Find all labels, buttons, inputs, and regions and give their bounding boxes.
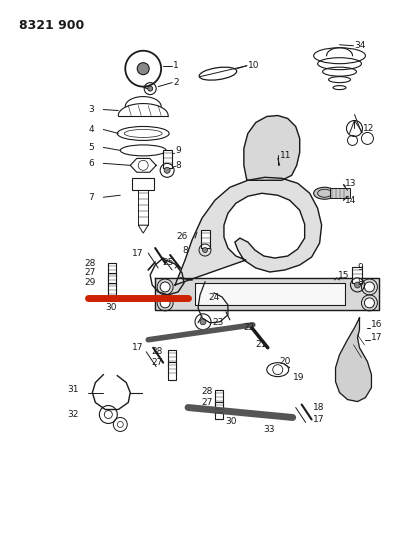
FancyBboxPatch shape	[138, 190, 148, 225]
Text: 32: 32	[67, 410, 78, 419]
Text: 8321 900: 8321 900	[18, 19, 84, 32]
FancyBboxPatch shape	[352, 267, 362, 283]
Text: 30: 30	[105, 303, 117, 312]
FancyBboxPatch shape	[132, 179, 154, 190]
Text: 14: 14	[344, 196, 355, 205]
Text: 31: 31	[67, 385, 78, 394]
Text: 17: 17	[371, 333, 382, 342]
Text: 17: 17	[312, 415, 324, 424]
Text: 16: 16	[371, 320, 382, 329]
Text: 28: 28	[151, 347, 163, 356]
Text: 8: 8	[175, 161, 180, 170]
Text: 8: 8	[182, 246, 188, 255]
Text: 15: 15	[337, 271, 348, 280]
Text: 5: 5	[88, 143, 94, 152]
Circle shape	[200, 319, 205, 325]
Circle shape	[137, 63, 149, 75]
Text: 26: 26	[176, 232, 188, 240]
Circle shape	[160, 298, 170, 308]
Circle shape	[104, 410, 112, 418]
Text: 24: 24	[207, 293, 219, 302]
Text: 8: 8	[357, 278, 362, 287]
Polygon shape	[155, 278, 378, 310]
Text: 11: 11	[279, 151, 290, 160]
Text: 7: 7	[88, 193, 94, 201]
Text: 22: 22	[242, 324, 254, 332]
Circle shape	[364, 282, 373, 292]
Text: 3: 3	[88, 105, 94, 114]
Text: 29: 29	[84, 278, 95, 287]
Circle shape	[354, 282, 360, 288]
Polygon shape	[138, 225, 148, 233]
FancyBboxPatch shape	[214, 390, 222, 408]
Text: 18: 18	[312, 403, 324, 412]
Text: 13: 13	[344, 179, 355, 188]
Text: 27: 27	[84, 269, 95, 278]
Text: 34: 34	[354, 41, 365, 50]
Text: 20: 20	[279, 357, 290, 366]
Text: 33: 33	[262, 425, 274, 434]
FancyBboxPatch shape	[168, 362, 176, 379]
Text: 25: 25	[162, 257, 173, 266]
Text: 6: 6	[88, 159, 94, 168]
Polygon shape	[195, 283, 344, 305]
FancyBboxPatch shape	[329, 188, 348, 198]
Text: 21: 21	[255, 340, 267, 349]
Text: 12: 12	[362, 124, 373, 133]
Text: 28: 28	[201, 387, 212, 396]
Text: 1: 1	[173, 61, 178, 70]
Text: 19: 19	[292, 373, 303, 382]
Circle shape	[364, 298, 373, 308]
Polygon shape	[175, 177, 321, 285]
FancyBboxPatch shape	[108, 263, 116, 281]
Text: 9: 9	[357, 263, 362, 272]
Text: 23: 23	[211, 318, 223, 327]
FancyBboxPatch shape	[214, 401, 222, 419]
Circle shape	[202, 247, 207, 253]
FancyBboxPatch shape	[163, 150, 172, 168]
FancyBboxPatch shape	[108, 273, 116, 291]
Text: 30: 30	[225, 417, 236, 426]
Ellipse shape	[313, 187, 335, 199]
Text: 17: 17	[131, 343, 143, 352]
Text: 10: 10	[247, 61, 259, 70]
Text: 2: 2	[173, 78, 178, 87]
FancyBboxPatch shape	[108, 283, 116, 301]
Circle shape	[147, 86, 152, 91]
Circle shape	[164, 167, 170, 173]
Text: 27: 27	[201, 398, 212, 407]
Polygon shape	[243, 116, 299, 180]
Polygon shape	[335, 318, 371, 401]
Text: 28: 28	[84, 259, 95, 268]
Text: 17: 17	[131, 248, 143, 257]
FancyBboxPatch shape	[200, 230, 209, 248]
Text: 4: 4	[88, 125, 94, 134]
Circle shape	[117, 422, 123, 427]
Text: 27: 27	[151, 358, 163, 367]
FancyBboxPatch shape	[168, 350, 176, 368]
Text: 9: 9	[175, 146, 180, 155]
Circle shape	[160, 282, 170, 292]
